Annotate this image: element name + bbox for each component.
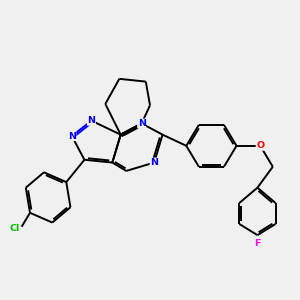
Text: Cl: Cl	[10, 224, 20, 232]
Text: N: N	[87, 116, 95, 125]
Text: N: N	[68, 131, 76, 140]
Text: N: N	[138, 119, 146, 128]
Text: F: F	[254, 239, 261, 248]
Text: N: N	[150, 158, 158, 167]
Text: O: O	[256, 141, 264, 150]
